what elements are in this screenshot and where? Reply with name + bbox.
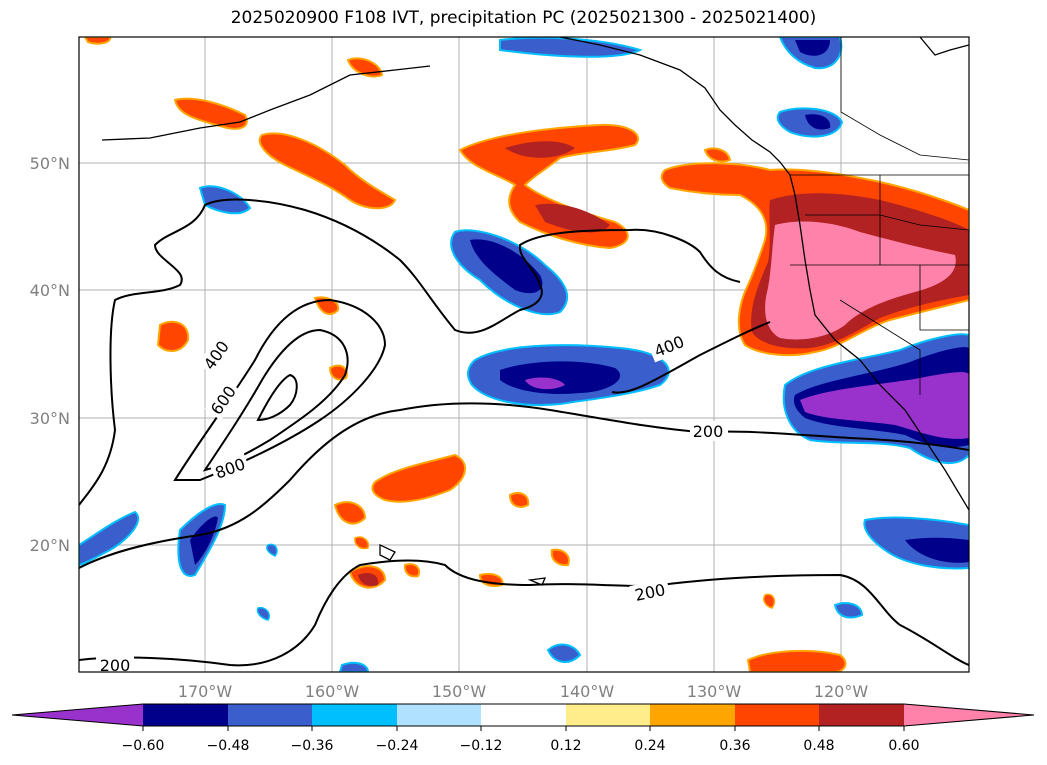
lon-label: 140°W	[560, 682, 615, 701]
colorbar-segment	[819, 704, 904, 726]
colorbar-segment	[397, 704, 481, 726]
negative-precip-shading	[79, 37, 969, 672]
ivt-label: 200	[100, 656, 131, 675]
ivt-label: 200	[693, 422, 724, 441]
lat-label: 20°N	[30, 536, 70, 555]
colorbar-tick-label: 0.48	[803, 738, 834, 754]
colorbar-left-extend	[12, 704, 143, 726]
coastlines	[101, 37, 969, 586]
colorbar-tick-label: −0.24	[376, 738, 419, 754]
lon-label: 150°W	[432, 682, 487, 701]
colorbar-tick-label: −0.60	[122, 738, 165, 754]
colorbar: −0.60 −0.48 −0.36 −0.24 −0.12 0.12 0.24 …	[11, 703, 1035, 754]
lon-label: 120°W	[814, 682, 869, 701]
colorbar-right-extend	[904, 704, 1034, 726]
lon-label: 160°W	[305, 682, 360, 701]
lon-label: 130°W	[687, 682, 742, 701]
colorbar-segment	[650, 704, 735, 726]
map-border	[78, 36, 970, 673]
colorbar-segment	[143, 704, 228, 726]
colorbar-segment	[312, 704, 397, 726]
colorbar-segment	[566, 704, 650, 726]
lat-label: 30°N	[30, 409, 70, 428]
borders	[790, 37, 969, 395]
lat-label: 40°N	[30, 281, 70, 300]
colorbar-segment	[228, 704, 312, 726]
colorbar-tick-label: −0.36	[291, 738, 334, 754]
positive-precip-shading	[83, 37, 969, 672]
colorbar-tick-label: 0.60	[888, 738, 919, 754]
colorbar-segment	[735, 704, 819, 726]
map-content: 400 600 800 200 400 200 200	[79, 37, 969, 675]
colorbar-tick-label: −0.12	[460, 738, 503, 754]
map-title: 2025020900 F108 IVT, precipitation PC (2…	[230, 8, 817, 28]
ivt-contours	[79, 198, 969, 667]
colorbar-tick-label: 0.36	[719, 738, 750, 754]
colorbar-tick-label: 0.12	[550, 738, 581, 754]
colorbar-segment	[481, 704, 566, 726]
colorbar-tick-label: −0.48	[207, 738, 250, 754]
colorbar-tick-label: 0.24	[634, 738, 665, 754]
lon-label: 170°W	[178, 682, 233, 701]
lat-label: 50°N	[30, 154, 70, 173]
